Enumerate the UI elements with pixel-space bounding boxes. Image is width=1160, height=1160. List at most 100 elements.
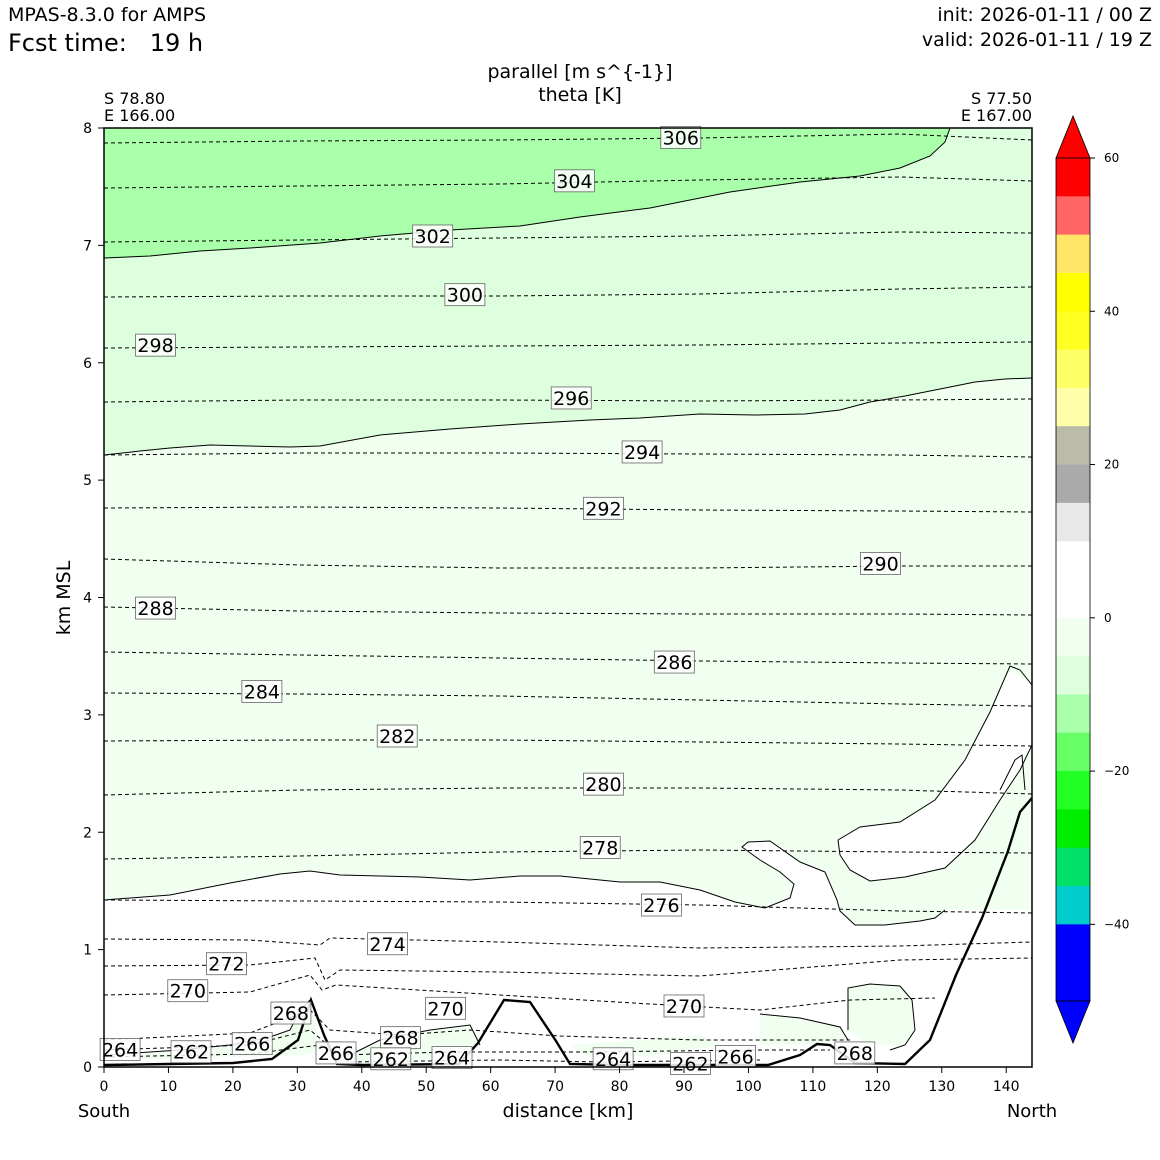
theta-label: 302 xyxy=(412,224,454,248)
y-tick-label: 1 xyxy=(83,943,92,959)
theta-label-text: 264 xyxy=(102,1039,138,1061)
colorbar-swatch xyxy=(1056,541,1090,580)
fill-level-minus20-minus15 xyxy=(104,128,950,258)
wind-contour-north-lower xyxy=(837,744,1032,882)
theta-label-box xyxy=(315,1041,357,1065)
theta-label-box xyxy=(376,724,418,748)
colorbar-swatch xyxy=(1056,732,1090,772)
theta-label: 262 xyxy=(370,1047,412,1071)
x-tick-label: 110 xyxy=(800,1079,827,1095)
theta-label-box xyxy=(167,979,209,1003)
theta-270-line xyxy=(104,974,936,1011)
colorbar-tick-label: −40 xyxy=(1104,917,1129,931)
x-tick-label: 120 xyxy=(864,1079,891,1095)
fill-level-minus5-plus5 xyxy=(104,841,1032,1067)
theta-label-text: 268 xyxy=(837,1043,873,1065)
colorbar-swatch xyxy=(1056,617,1090,657)
valid-time: valid: 2026-01-11 / 19 Z xyxy=(921,29,1152,51)
colorbar-swatch xyxy=(1056,464,1090,504)
x-axis-label: distance [km] xyxy=(503,1100,634,1122)
colorbar-swatch xyxy=(1056,196,1090,236)
theta-label-box xyxy=(370,1047,412,1071)
theta-label-box xyxy=(241,680,283,703)
theta-label-text: 286 xyxy=(656,652,692,674)
x-tick-label: 20 xyxy=(224,1079,242,1095)
wind-contour-north-pocket xyxy=(847,983,916,1051)
theta-label: 288 xyxy=(135,596,176,620)
colorbar-swatch xyxy=(1056,272,1090,312)
y-tick-label: 3 xyxy=(83,708,92,724)
theta-label-text: 284 xyxy=(244,681,280,703)
colorbar-min-extend xyxy=(1055,1000,1091,1045)
colorbar-swatch xyxy=(1056,924,1090,964)
colorbar-swatch xyxy=(1056,426,1090,466)
theta-label: 262 xyxy=(170,1040,212,1064)
theta-label-box xyxy=(431,1046,473,1070)
x-tick-label: 10 xyxy=(160,1079,178,1095)
theta-280-line xyxy=(104,787,1032,796)
x-tick-label: 0 xyxy=(100,1079,109,1095)
theta-label: 296 xyxy=(550,386,592,410)
x-tick-label: 140 xyxy=(993,1079,1020,1095)
colorbar-max-extend xyxy=(1055,114,1091,159)
x-tick-label: 30 xyxy=(288,1079,306,1095)
colorbar-swatch xyxy=(1056,847,1090,887)
theta-label-box xyxy=(135,333,176,357)
x-axis: 0 10 20 30 40 50 60 70 80 90 100 110 120 130 140 xyxy=(100,1067,1020,1095)
theta-label-text: 282 xyxy=(379,726,415,748)
x-tick-label: 90 xyxy=(675,1079,693,1095)
chart-title-line2: theta [K] xyxy=(538,84,622,106)
colorbar-swatch xyxy=(1056,886,1090,925)
x-tick-label: 40 xyxy=(353,1079,371,1095)
wind-contour-minus10 xyxy=(104,377,1032,456)
wind-contour-north-upper xyxy=(837,665,1032,841)
theta-label-text: 288 xyxy=(137,598,173,620)
colorbar-swatch xyxy=(1056,387,1090,427)
theta-label-box xyxy=(579,836,621,859)
colorbar: 60 40 20 0 −20 −40 xyxy=(1055,114,1129,1045)
x-tick-label: 50 xyxy=(417,1079,435,1095)
theta-label-text: 272 xyxy=(208,954,244,976)
theta-276-line xyxy=(104,899,1032,914)
end-direction-label: North xyxy=(1007,1101,1057,1122)
theta-label: 300 xyxy=(444,283,486,307)
theta-label: 276 xyxy=(641,893,682,917)
theta-label-box xyxy=(554,169,595,193)
y-axis: 0 1 2 3 4 5 6 7 8 xyxy=(83,121,104,1076)
colorbar-swatch xyxy=(1056,579,1090,619)
theta-296-line xyxy=(104,398,1032,403)
theta-label: 290 xyxy=(860,552,901,575)
theta-274-line xyxy=(104,937,1032,949)
theta-label-box xyxy=(170,1040,212,1064)
colorbar-swatch xyxy=(1056,349,1090,389)
init-time: init: 2026-01-11 / 00 Z xyxy=(937,4,1152,26)
theta-label: 294 xyxy=(621,440,663,464)
theta-label: 264 xyxy=(592,1047,634,1071)
theta-label: 280 xyxy=(583,772,624,796)
theta-label-text: 294 xyxy=(624,442,660,464)
chart-title-line1: parallel [m s^{-1}] xyxy=(487,61,672,83)
colorbar-swatch xyxy=(1056,656,1090,695)
theta-label: 284 xyxy=(241,680,283,703)
theta-label-text: 270 xyxy=(666,996,702,1018)
theta-label-text: 306 xyxy=(663,127,699,149)
theta-label-text: 270 xyxy=(427,998,463,1020)
theta-302-line xyxy=(104,231,1032,243)
theta-label-box xyxy=(425,996,466,1020)
x-tick-label: 60 xyxy=(482,1079,500,1095)
theta-label: 278 xyxy=(579,836,621,860)
forecast-time-label: Fcst time: xyxy=(8,29,127,57)
theta-272-line xyxy=(104,957,1032,981)
y-tick-label: 0 xyxy=(83,1060,92,1076)
forecast-time: Fcst time: 19 h xyxy=(8,29,203,57)
fill-pocket-upper-north xyxy=(838,670,1032,881)
theta-label-text: 266 xyxy=(234,1034,270,1056)
theta-label: 268 xyxy=(834,1041,876,1065)
theta-label: 270 xyxy=(425,996,466,1020)
theta-label-text: 262 xyxy=(173,1042,209,1064)
theta-label: 304 xyxy=(554,169,595,193)
y-tick-label: 5 xyxy=(83,473,92,489)
theta-label-text: 264 xyxy=(595,1049,631,1071)
theta-label: 266 xyxy=(231,1032,273,1056)
